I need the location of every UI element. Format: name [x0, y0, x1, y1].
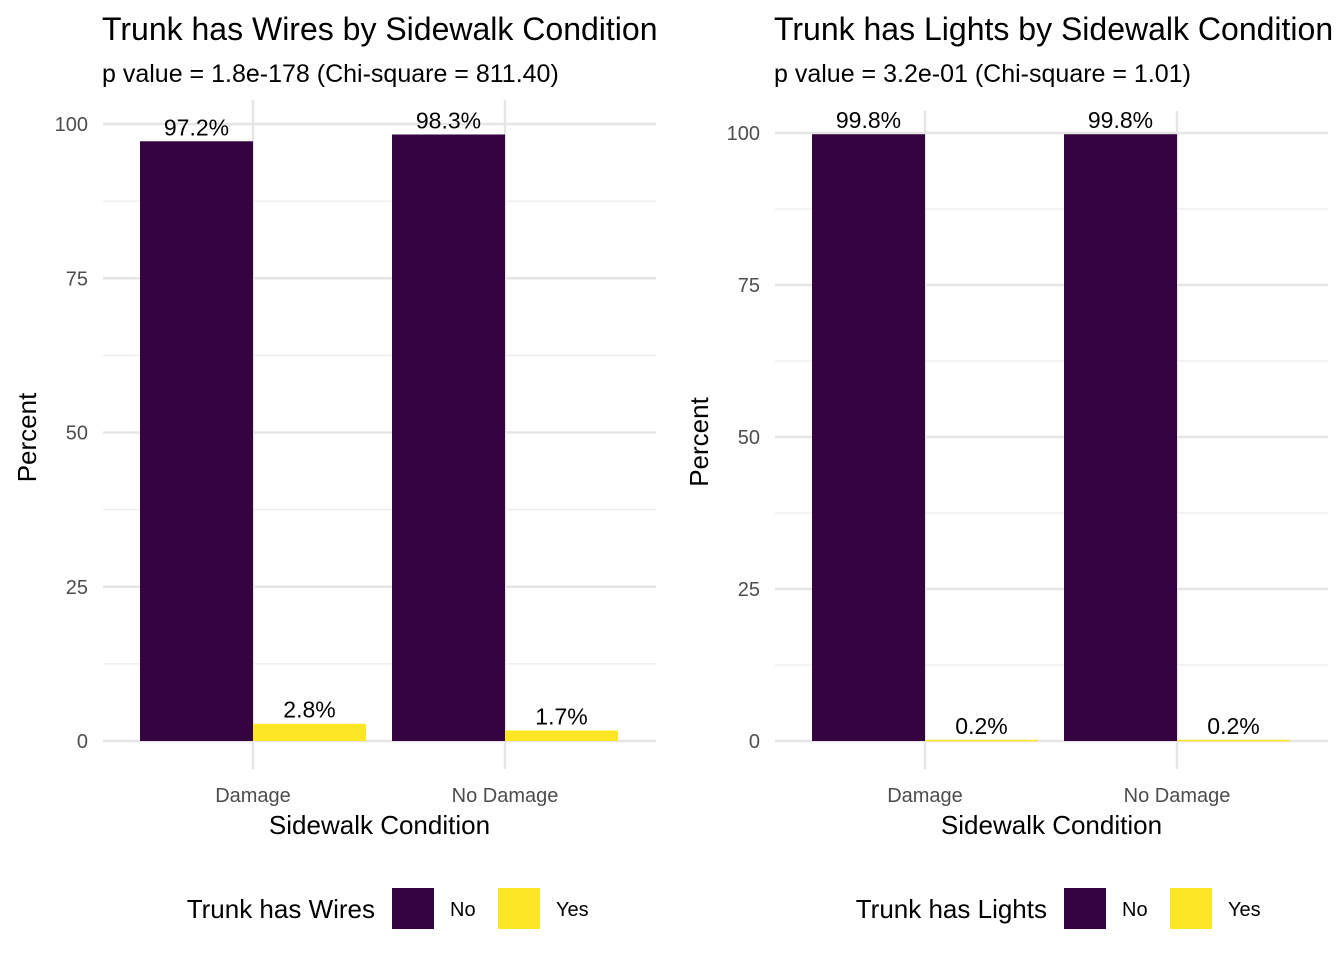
x-axis-title: Sidewalk Condition: [269, 810, 490, 840]
chart-panel-wires: 97.2% 2.8% Damage 98.3% 1.7% No Damage 0 25 50 75…: [12, 11, 657, 929]
legend-key-no: [1064, 888, 1106, 929]
bar-no-no-damage: [392, 134, 505, 741]
y-tick-label: 50: [738, 427, 760, 449]
data-label: 1.7%: [535, 704, 587, 730]
x-tick-label: Damage: [887, 785, 963, 807]
data-label: 98.3%: [416, 107, 481, 133]
y-tick-label: 25: [66, 577, 88, 599]
y-tick-label: 25: [738, 579, 760, 601]
bar-no-no-damage: [1064, 134, 1177, 741]
bar-yes-damage: [925, 739, 1038, 742]
y-axis-title: Percent: [684, 396, 714, 486]
legend-label-yes: Yes: [1228, 899, 1261, 921]
bar-no-damage: [140, 141, 253, 741]
data-label: 97.2%: [164, 114, 229, 140]
x-tick-label: No Damage: [452, 785, 559, 807]
data-label: 99.8%: [1088, 107, 1153, 133]
data-label: 2.8%: [283, 697, 335, 723]
data-label: 0.2%: [955, 713, 1007, 739]
chart-subtitle: p value = 3.2e-01 (Chi-square = 1.01): [774, 60, 1191, 88]
legend-key-no: [392, 888, 434, 929]
legend-title: Trunk has Lights: [856, 894, 1047, 924]
data-label: 99.8%: [836, 107, 901, 133]
legend-title: Trunk has Wires: [187, 894, 375, 924]
chart-panel-lights: 99.8% 0.2% Damage 99.8% 0.2% No Damage 0 25 50 75…: [672, 0, 1344, 960]
chart-subtitle: p value = 1.8e-178 (Chi-square = 811.40): [102, 60, 559, 88]
legend-key-yes: [1170, 888, 1212, 929]
legend-key-yes: [498, 888, 540, 929]
y-tick-label: 100: [727, 123, 760, 145]
x-tick-label: Damage: [215, 785, 291, 807]
chart-title: Trunk has Wires by Sidewalk Condition: [102, 11, 657, 47]
bar-yes-no-damage: [1177, 739, 1290, 742]
legend-label-no: No: [450, 899, 476, 921]
y-tick-label: 0: [77, 731, 88, 753]
y-tick-label: 100: [55, 114, 88, 136]
bar-yes-damage: [253, 723, 366, 741]
bar-yes-no-damage: [505, 730, 618, 741]
y-tick-label: 75: [66, 268, 88, 290]
x-tick-label: No Damage: [1124, 785, 1231, 807]
chart-title: Trunk has Lights by Sidewalk Condition: [774, 11, 1333, 47]
legend-label-yes: Yes: [556, 899, 589, 921]
lights-chart: 99.8% 0.2% Damage 99.8% 0.2% No Damage 0 25 50 75…: [684, 11, 1333, 929]
legend-label-no: No: [1122, 899, 1148, 921]
wires-chart: 97.2% 2.8% Damage 98.3% 1.7% No Damage 0 25 50 75…: [12, 11, 657, 929]
y-tick-label: 50: [66, 423, 88, 445]
x-axis-title: Sidewalk Condition: [941, 810, 1162, 840]
y-tick-label: 75: [738, 275, 760, 297]
bar-no-damage: [812, 134, 925, 741]
data-label: 0.2%: [1207, 713, 1259, 739]
y-axis-title: Percent: [12, 392, 42, 482]
y-tick-label: 0: [749, 731, 760, 753]
